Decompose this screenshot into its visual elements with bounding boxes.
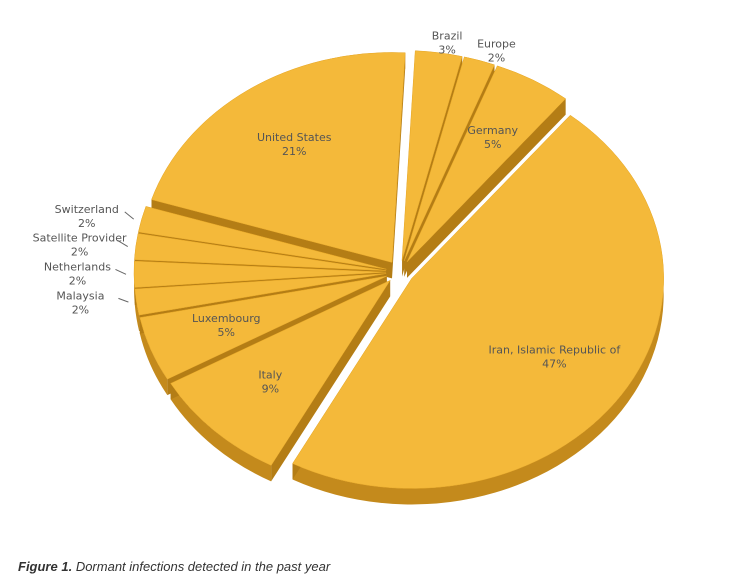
pie-slice: [134, 273, 387, 316]
slice-side: [151, 52, 406, 279]
slice-value-label: 2%: [72, 303, 89, 316]
slice-value-label: 21%: [282, 145, 306, 158]
pie-slice: [292, 114, 664, 489]
slice-side: [139, 276, 387, 396]
slice-label: United States: [257, 131, 332, 144]
slice-label: Europe: [477, 38, 516, 51]
slice-value-label: 9%: [262, 382, 279, 395]
caption: Figure 1. Dormant infections detected in…: [18, 559, 331, 574]
pie-slice: [401, 50, 463, 261]
pie-slice: [403, 56, 495, 261]
slice-value-label: 47%: [542, 357, 566, 370]
slice-value-label: 2%: [69, 274, 86, 287]
pie-slice: [134, 233, 387, 271]
slice-value-label: 3%: [438, 43, 455, 56]
pie-tops: [133, 50, 664, 489]
caption-text: Dormant infections detected in the past …: [76, 559, 331, 574]
slice-value-label: 2%: [78, 217, 95, 230]
caption-label: Figure 1.: [18, 559, 72, 574]
leader-line: [117, 240, 129, 247]
pie-slice: [170, 279, 391, 466]
slice-label: Switzerland: [55, 203, 119, 216]
pie-slice: [138, 206, 387, 270]
slice-side: [407, 65, 566, 278]
pie-slice: [133, 260, 387, 288]
slice-label: Iran, Islamic Republic of: [489, 343, 622, 356]
pie-slice: [406, 65, 566, 263]
slice-label: Brazil: [432, 29, 463, 42]
leader-line: [124, 211, 134, 220]
slice-label: Italy: [258, 368, 282, 381]
slice-value-label: 5%: [484, 138, 501, 151]
slice-label: Satellite Provider: [33, 231, 127, 244]
slice-label: Netherlands: [44, 260, 111, 273]
slice-value-label: 2%: [71, 245, 88, 258]
slice-label: Germany: [467, 124, 518, 137]
leader-line: [115, 268, 127, 275]
slice-value-label: 5%: [218, 326, 235, 339]
slice-side: [139, 317, 168, 396]
pie-slice: [151, 52, 406, 263]
slice-label: Malaysia: [56, 289, 104, 302]
slice-label: Luxembourg: [192, 312, 261, 325]
slice-side: [170, 383, 272, 482]
leader-line: [118, 297, 129, 303]
pie-slice: [139, 275, 387, 380]
slice-value-label: 2%: [488, 52, 505, 65]
